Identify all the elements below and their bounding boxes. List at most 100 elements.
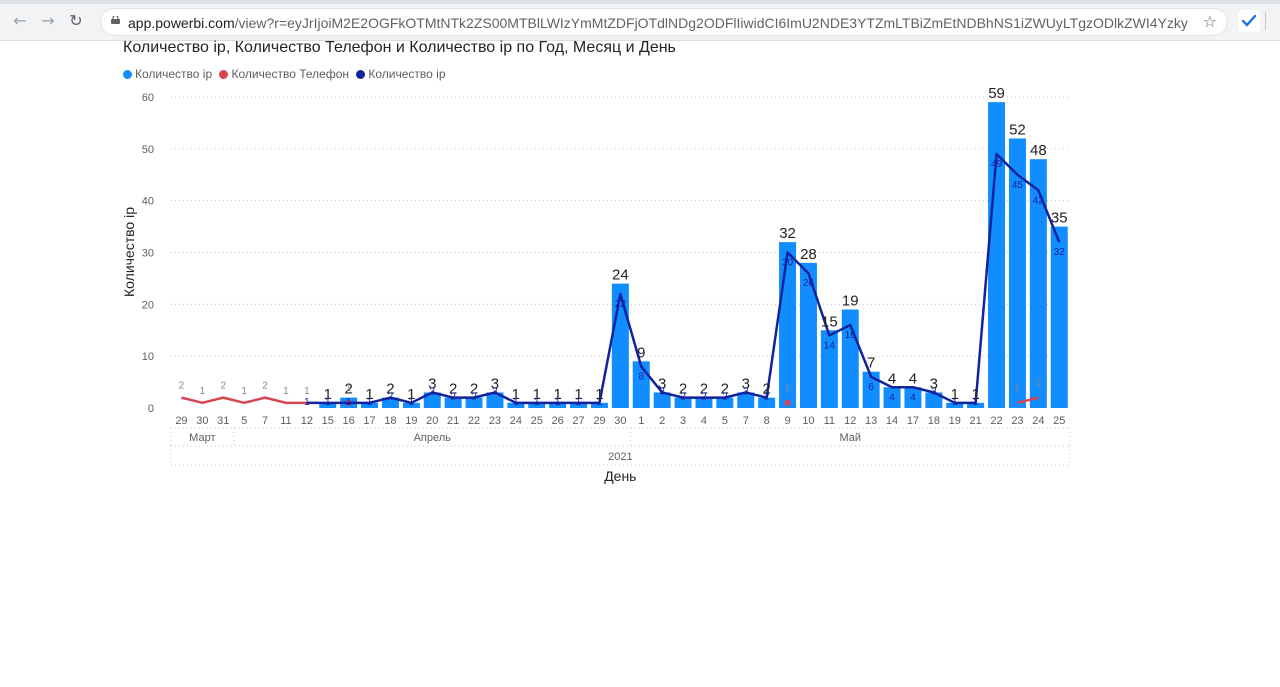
line-data-label: 45 bbox=[1012, 180, 1024, 191]
x-tick-label: 22 bbox=[990, 415, 1002, 427]
y-axis-title: Количество ip bbox=[121, 207, 137, 297]
bar bbox=[486, 392, 504, 408]
line-data-label: 3 bbox=[492, 386, 498, 397]
x-tick-label: 1 bbox=[638, 415, 644, 427]
bar bbox=[549, 402, 567, 408]
x-tick-label: 26 bbox=[552, 415, 564, 427]
bar bbox=[820, 330, 838, 408]
x-tick-label: 9 bbox=[784, 415, 790, 427]
bar bbox=[925, 392, 943, 408]
x-tick-label: 29 bbox=[175, 415, 187, 427]
phone-data-label: 1 bbox=[304, 386, 310, 397]
bar bbox=[570, 402, 588, 408]
x-tick-label: 10 bbox=[802, 415, 814, 427]
bar bbox=[402, 402, 420, 408]
line-data-label: 8 bbox=[638, 372, 644, 383]
legend-item-line[interactable]: Количество ip bbox=[356, 67, 446, 81]
year-label: 2021 bbox=[608, 451, 632, 463]
bar-data-label: 3 bbox=[491, 375, 499, 392]
bar-data-label: 48 bbox=[1030, 142, 1047, 159]
line-data-label: 1 bbox=[973, 397, 979, 408]
bar bbox=[799, 262, 817, 408]
x-tick-label: 5 bbox=[722, 415, 728, 427]
x-tick-label: 23 bbox=[1011, 415, 1023, 427]
back-button[interactable]: ← bbox=[10, 11, 30, 31]
phone-data-label: 2 bbox=[220, 381, 226, 392]
line-data-label: 1 bbox=[952, 397, 958, 408]
line-data-label: 32 bbox=[1054, 247, 1066, 258]
x-tick-label: 17 bbox=[907, 415, 919, 427]
bar bbox=[967, 402, 985, 408]
legend-swatch bbox=[356, 70, 366, 79]
line-data-label: 2 bbox=[701, 392, 707, 403]
phone-data-label: 1 bbox=[785, 383, 791, 394]
bar-data-label: 2 bbox=[344, 381, 352, 398]
bar bbox=[988, 102, 1006, 408]
line-data-label: 1 bbox=[367, 397, 373, 408]
forward-button[interactable]: → bbox=[38, 11, 58, 31]
toolbar-divider bbox=[1265, 12, 1266, 30]
bar-data-label: 3 bbox=[428, 375, 436, 392]
legend-item-phone[interactable]: Количество Телефон bbox=[219, 67, 349, 81]
line-data-label: 3 bbox=[429, 386, 435, 397]
bar bbox=[862, 371, 880, 408]
phone-series-point bbox=[784, 399, 791, 406]
phone-data-label: 2 bbox=[179, 381, 185, 392]
bar bbox=[444, 397, 462, 408]
bar-data-label: 4 bbox=[909, 370, 917, 387]
url-host: app.powerbi.com bbox=[128, 15, 235, 31]
ip-line-series-line bbox=[306, 152, 1061, 405]
x-tick-label: 4 bbox=[701, 415, 707, 427]
month-label: Апрель bbox=[414, 432, 452, 444]
bar-data-label: 52 bbox=[1009, 121, 1026, 138]
line-data-label: 2 bbox=[764, 392, 770, 403]
bar bbox=[674, 397, 692, 408]
x-tick-label: 11 bbox=[824, 415, 835, 427]
bar-data-label: 2 bbox=[762, 381, 770, 398]
extension-check-icon[interactable] bbox=[1238, 10, 1260, 32]
phone-data-label: 2 bbox=[1036, 378, 1042, 389]
line-data-label: 1 bbox=[513, 397, 519, 408]
bar-data-label: 1 bbox=[574, 386, 582, 403]
line-data-label: 6 bbox=[868, 382, 874, 393]
y-tick-label: 0 bbox=[148, 403, 154, 415]
bar-data-label: 2 bbox=[700, 381, 708, 398]
x-tick-label: 24 bbox=[1032, 415, 1044, 427]
bar-data-label: 4 bbox=[888, 370, 896, 387]
x-tick-label: 16 bbox=[343, 415, 355, 427]
y-tick-label: 60 bbox=[142, 92, 154, 104]
x-tick-label: 21 bbox=[970, 415, 982, 427]
line-data-label: 1 bbox=[597, 397, 603, 408]
bookmark-star-icon[interactable]: ☆ bbox=[1202, 12, 1217, 31]
line-data-label: 1 bbox=[576, 397, 582, 408]
line-data-label: 16 bbox=[845, 330, 857, 341]
phone-data-label: 1 bbox=[283, 386, 289, 397]
back-icon: ← bbox=[13, 11, 27, 30]
url-text[interactable]: app.powerbi.com/view?r=eyJrIjoiM2E2OGFkO… bbox=[128, 15, 1188, 31]
x-tick-label: 7 bbox=[743, 415, 749, 427]
chart-title: Количество ip, Количество Телефон и Коли… bbox=[123, 39, 676, 56]
legend-item-bar[interactable]: Количество ip bbox=[123, 67, 212, 81]
phone-data-label: 1 bbox=[1015, 383, 1021, 394]
forward-icon: → bbox=[41, 11, 55, 30]
bar bbox=[381, 397, 399, 408]
bar-data-label: 3 bbox=[658, 375, 666, 392]
url-path: /view?r=eyJrIjoiM2E2OGFkOTMtNTk2ZS00MTBl… bbox=[234, 15, 1188, 31]
legend-label: Количество Телефон bbox=[231, 67, 350, 81]
x-tick-label: 14 bbox=[886, 415, 898, 427]
bar-data-label: 28 bbox=[800, 246, 817, 263]
x-tick-label: 2 bbox=[659, 415, 665, 427]
bar-data-label: 1 bbox=[533, 386, 541, 403]
month-label: Март bbox=[189, 432, 215, 444]
bar-data-label: 2 bbox=[721, 381, 729, 398]
x-tick-label: 17 bbox=[363, 415, 375, 427]
y-tick-label: 30 bbox=[142, 248, 154, 260]
bar-data-label: 1 bbox=[951, 386, 959, 403]
reload-button[interactable]: ↻ bbox=[66, 11, 86, 31]
line-data-label: 4 bbox=[889, 392, 895, 403]
line-data-label: 3 bbox=[931, 386, 937, 397]
phone-data-label: 1 bbox=[200, 386, 206, 397]
legend-label: Количество ip bbox=[135, 67, 213, 81]
address-bar[interactable]: app.powerbi.com/view?r=eyJrIjoiM2E2OGFkO… bbox=[100, 8, 1228, 36]
line-data-label: 3 bbox=[659, 386, 665, 397]
